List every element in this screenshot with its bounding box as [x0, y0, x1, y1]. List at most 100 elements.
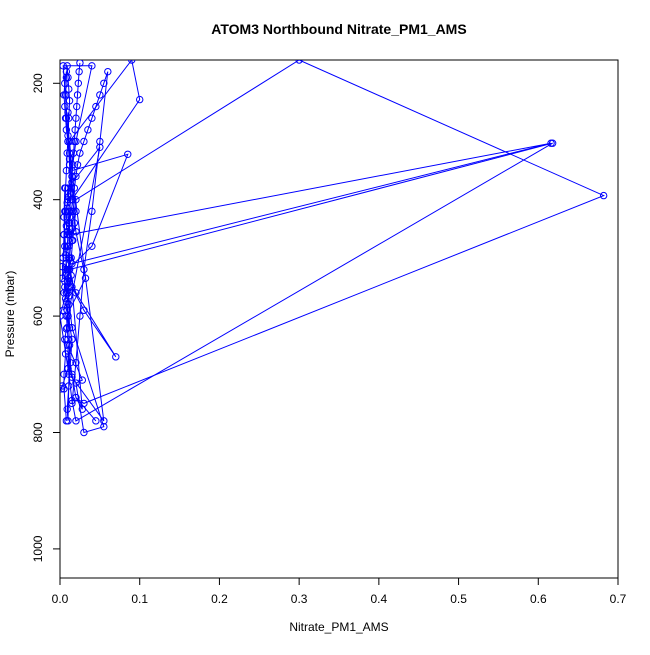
y-axis: 200 400 600 800 1000: [31, 73, 61, 562]
data-point: [60, 62, 67, 70]
data-point: [136, 95, 144, 104]
data-point: [100, 417, 108, 425]
data-point: [61, 350, 70, 358]
data-point: [96, 137, 104, 146]
data-point: [60, 289, 68, 297]
data-point: [72, 172, 80, 181]
plot-area: [60, 60, 608, 437]
x-tick-label: 0.6: [530, 592, 547, 606]
series-line: [67, 60, 141, 410]
data-point: [72, 114, 80, 122]
data-point: [96, 91, 104, 99]
data-point: [73, 91, 82, 99]
data-point: [69, 207, 77, 216]
data-point: [76, 312, 84, 320]
data-point: [65, 85, 73, 93]
data-point: [88, 242, 96, 250]
data-point: [63, 324, 71, 332]
data-point: [80, 137, 88, 146]
data-point: [69, 161, 77, 169]
data-point: [81, 274, 90, 282]
data-point: [72, 227, 80, 236]
y-tick-label: 200: [31, 73, 45, 93]
data-point: [64, 131, 72, 140]
data-point: [599, 191, 608, 200]
data-point: [75, 67, 83, 76]
x-tick-label: 0.0: [52, 592, 69, 606]
data-point: [78, 376, 87, 384]
data-point: [295, 60, 303, 64]
x-axis: 0.0 0.1 0.2 0.3 0.4 0.5 0.6 0.7: [52, 577, 627, 606]
data-point: [65, 242, 73, 250]
data-point: [62, 166, 71, 175]
data-point: [88, 207, 96, 216]
data-point: [62, 73, 71, 82]
data-point: [72, 379, 80, 387]
x-tick-label: 0.5: [450, 592, 467, 606]
data-point: [66, 257, 75, 265]
data-point: [74, 79, 83, 87]
data-point: [72, 289, 80, 297]
data-point: [92, 417, 100, 425]
chart-title: ATOM3 Northbound Nitrate_PM1_AMS: [211, 21, 466, 37]
series-3: [64, 60, 608, 425]
data-point: [128, 60, 136, 64]
data-point: [67, 271, 75, 280]
data-point: [71, 126, 79, 134]
data-point: [73, 161, 82, 169]
data-point: [61, 242, 69, 250]
data-point: [65, 114, 73, 122]
data-point: [62, 222, 71, 230]
series-9: [60, 60, 84, 297]
data-point: [100, 79, 108, 87]
series-line: [67, 71, 109, 404]
data-point: [68, 172, 76, 181]
data-point: [61, 91, 70, 99]
x-tick-label: 0.4: [371, 592, 388, 606]
data-point: [61, 102, 69, 111]
data-point: [70, 219, 79, 227]
data-point: [65, 97, 74, 105]
x-axis-label: Nitrate_PM1_AMS: [289, 620, 388, 634]
series-line: [66, 142, 552, 421]
data-point: [70, 137, 79, 146]
data-point: [61, 184, 70, 192]
data-point: [63, 405, 71, 413]
data-point: [68, 399, 76, 408]
data-point: [61, 335, 69, 344]
data-point: [112, 353, 120, 361]
series-8: [64, 67, 112, 408]
data-point: [60, 306, 67, 314]
data-point: [68, 396, 76, 405]
data-point: [61, 251, 70, 259]
x-tick-label: 0.1: [131, 592, 148, 606]
y-tick-label: 400: [31, 189, 45, 209]
x-tick-label: 0.7: [610, 592, 627, 606]
data-point: [60, 213, 68, 221]
data-point: [63, 62, 71, 70]
data-point: [80, 265, 88, 274]
data-point: [65, 213, 74, 221]
data-point: [68, 236, 76, 245]
data-point: [104, 67, 112, 76]
data-point: [92, 102, 100, 111]
data-point: [64, 277, 72, 285]
y-tick-label: 800: [31, 422, 45, 442]
x-tick-label: 0.2: [211, 592, 228, 606]
data-point: [76, 60, 84, 67]
data-point: [72, 358, 80, 367]
data-point: [65, 292, 74, 300]
data-point: [60, 385, 68, 393]
plot-frame: [59, 59, 619, 579]
data-point: [62, 417, 71, 425]
data-point: [88, 62, 96, 70]
data-point: [124, 150, 132, 158]
data-point: [62, 297, 71, 306]
data-point: [72, 417, 80, 425]
data-point: [80, 428, 88, 437]
data-point: [84, 126, 92, 134]
data-point: [60, 385, 66, 393]
data-point: [60, 370, 68, 378]
